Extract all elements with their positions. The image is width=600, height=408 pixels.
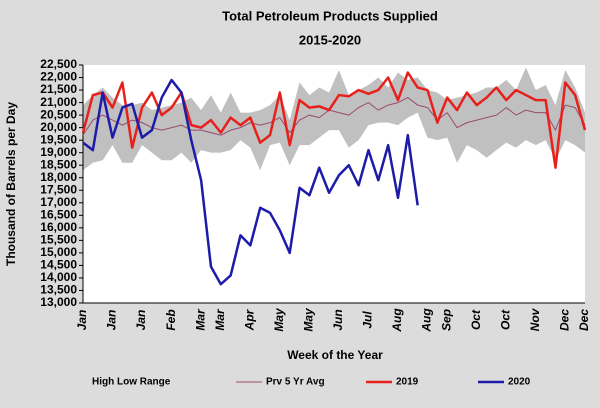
x-tick-label: Dec xyxy=(577,309,591,331)
y-axis-title: Thousand of Barrels per Day xyxy=(4,102,18,266)
y-tick-label: 21,000 xyxy=(40,95,77,109)
x-tick-label: Dec xyxy=(557,309,571,331)
y-tick-label: 16,500 xyxy=(40,207,77,221)
x-tick-label: Jun xyxy=(331,309,345,330)
y-tick-label: 17,000 xyxy=(40,195,77,209)
x-tick-label: Jan xyxy=(134,310,148,331)
x-tick-label: Sep xyxy=(439,309,453,331)
x-tick-label: Apr xyxy=(243,308,257,331)
y-tick-label: 17,500 xyxy=(40,182,77,196)
legend-label: Prv 5 Yr Avg xyxy=(266,377,325,388)
y-tick-label: 19,500 xyxy=(40,132,77,146)
series-line xyxy=(81,71,587,169)
y-tick-label: 21,500 xyxy=(40,82,77,96)
x-tick-label: Aug xyxy=(390,308,404,333)
y-tick-label: 13,000 xyxy=(40,295,77,309)
chart-subtitle: 2015-2020 xyxy=(299,32,361,47)
x-tick-label: Jul xyxy=(361,311,375,329)
y-tick-label: 18,000 xyxy=(40,170,77,184)
high-low-range xyxy=(83,67,585,171)
y-tick-label: 22,500 xyxy=(40,57,77,71)
y-tick-label: 15,000 xyxy=(40,245,77,259)
series-line xyxy=(82,78,419,286)
series-line xyxy=(82,97,586,136)
x-tick-label: Oct xyxy=(469,309,483,330)
x-tick-label: Jan xyxy=(105,310,119,331)
y-tick-label: 13,500 xyxy=(40,283,77,297)
y-tick-label: 18,500 xyxy=(40,157,77,171)
x-tick-label: Mar xyxy=(193,308,207,331)
legend-label: 2020 xyxy=(508,377,531,388)
legend-label: 2019 xyxy=(396,377,419,388)
y-tick-label: 15,500 xyxy=(40,233,77,247)
x-tick-label: Mar xyxy=(213,308,227,331)
y-tick-label: 22,000 xyxy=(40,70,77,84)
x-tick-label: Nov xyxy=(528,307,542,331)
x-tick-label: May xyxy=(302,307,316,332)
x-tick-label: May xyxy=(272,307,286,332)
y-tick-label: 14,500 xyxy=(40,258,77,272)
y-tick-label: 19,000 xyxy=(40,145,77,159)
chart-title: Total Petroleum Products Supplied xyxy=(222,8,438,23)
x-axis-title: Week of the Year xyxy=(287,348,383,362)
y-tick-label: 16,000 xyxy=(40,220,77,234)
y-tick-label: 14,000 xyxy=(40,270,77,284)
y-tick-label: 20,500 xyxy=(40,107,77,121)
x-tick-label: Oct xyxy=(498,309,512,330)
legend-label: High Low Range xyxy=(92,377,171,388)
y-tick-label: 20,000 xyxy=(40,120,77,134)
x-tick-label: Jan xyxy=(75,310,89,331)
x-tick-label: Aug xyxy=(420,308,434,333)
x-tick-label: Feb xyxy=(164,309,178,330)
